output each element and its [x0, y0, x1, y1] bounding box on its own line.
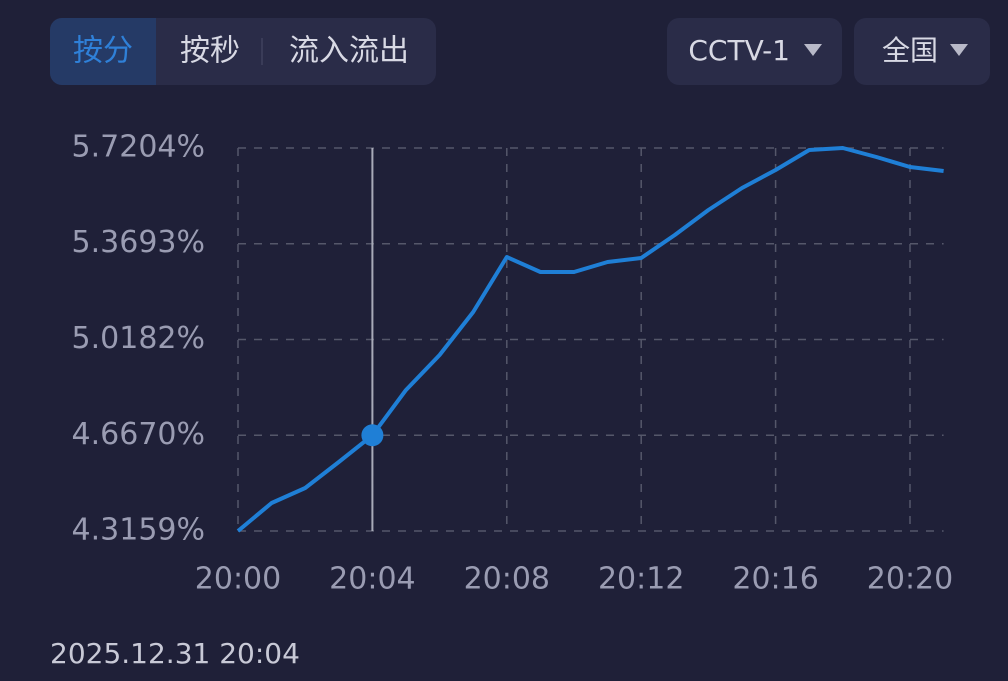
dropdown-label: CCTV-1 [688, 34, 790, 67]
y-tick-label: 5.3693% [72, 225, 205, 260]
dropdown-label: 全国 [882, 34, 938, 67]
y-tick-label: 4.3159% [72, 513, 205, 548]
line [236, 146, 944, 533]
tab[interactable]: 按分 [73, 34, 133, 69]
dropdown-arrow [804, 44, 822, 56]
timestamp: 2025.12.31 20:04 [50, 637, 300, 670]
tab[interactable]: 流入流出 [289, 34, 409, 69]
selected-point [361, 424, 384, 447]
dropdown[interactable] [667, 18, 842, 85]
tab[interactable]: 按秒 [180, 34, 240, 69]
y-tick-label: 4.6670% [72, 417, 205, 452]
x-tick-label: 20:04 [329, 562, 415, 597]
active-tab-bg [50, 18, 156, 85]
x-tick-label: 20:08 [464, 562, 550, 597]
x-tick-label: 20:16 [732, 562, 818, 597]
x-tick-label: 20:12 [598, 562, 684, 597]
y-tick-label: 5.7204% [72, 130, 205, 165]
x-tick-label: 20:00 [195, 562, 281, 597]
y-tick-label: 5.0182% [72, 321, 205, 356]
x-tick-label: 20:20 [867, 562, 953, 597]
dropdown-arrow [950, 44, 968, 56]
dropdown[interactable] [854, 18, 990, 85]
